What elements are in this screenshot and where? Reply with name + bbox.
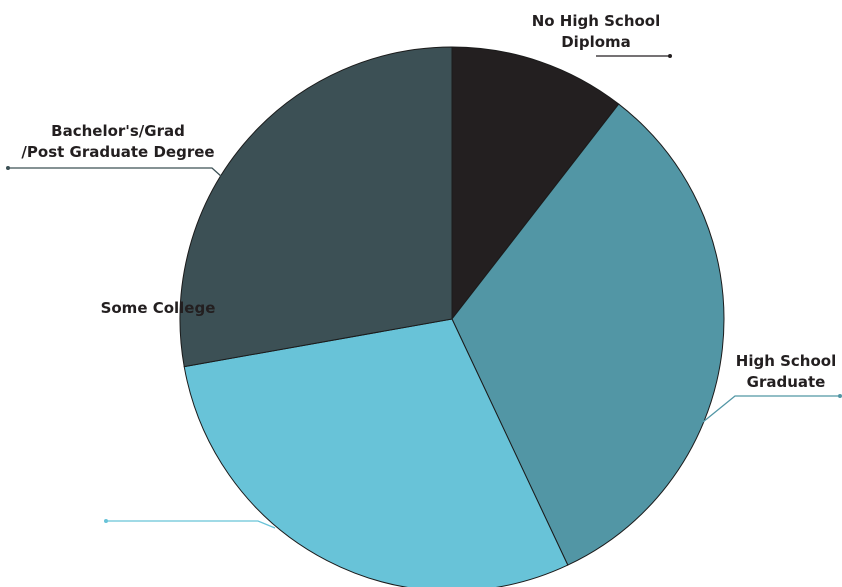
leader-lines — [6, 54, 842, 529]
slice-label: Bachelor's/Grad/Post Graduate Degree — [21, 122, 214, 161]
leader-dot — [668, 54, 672, 58]
slice-label-line: Some College — [101, 299, 216, 317]
leader-dot — [104, 519, 108, 523]
slice-label-line: /Post Graduate Degree — [21, 143, 214, 161]
leader-line — [106, 520, 276, 529]
pie-slices — [179, 46, 725, 587]
pie-slice-bachelor-s-grad-post-graduate-degree — [179, 46, 453, 368]
pie-slice-high-school-graduate — [451, 103, 725, 566]
slice-label: No High School Diploma — [532, 12, 661, 51]
leader-line — [702, 395, 840, 423]
leader-dot — [6, 166, 10, 170]
slice-label: Some College — [101, 299, 216, 317]
leader-dot — [838, 394, 842, 398]
slice-labels: No High School Diploma High School Graduate… — [21, 12, 836, 391]
slice-label-line: High School — [736, 352, 836, 370]
leader-line — [8, 167, 223, 178]
slice-label-line: Graduate — [747, 373, 826, 391]
pie-slice-no-high-school-diploma — [451, 46, 620, 321]
slice-label: High School Graduate — [736, 352, 836, 391]
slice-label-line: No High School — [532, 12, 661, 30]
slice-label-line: Bachelor's/Grad — [51, 122, 185, 140]
pie-slice-some-college — [183, 318, 569, 587]
slice-label-line: Diploma — [561, 33, 631, 51]
